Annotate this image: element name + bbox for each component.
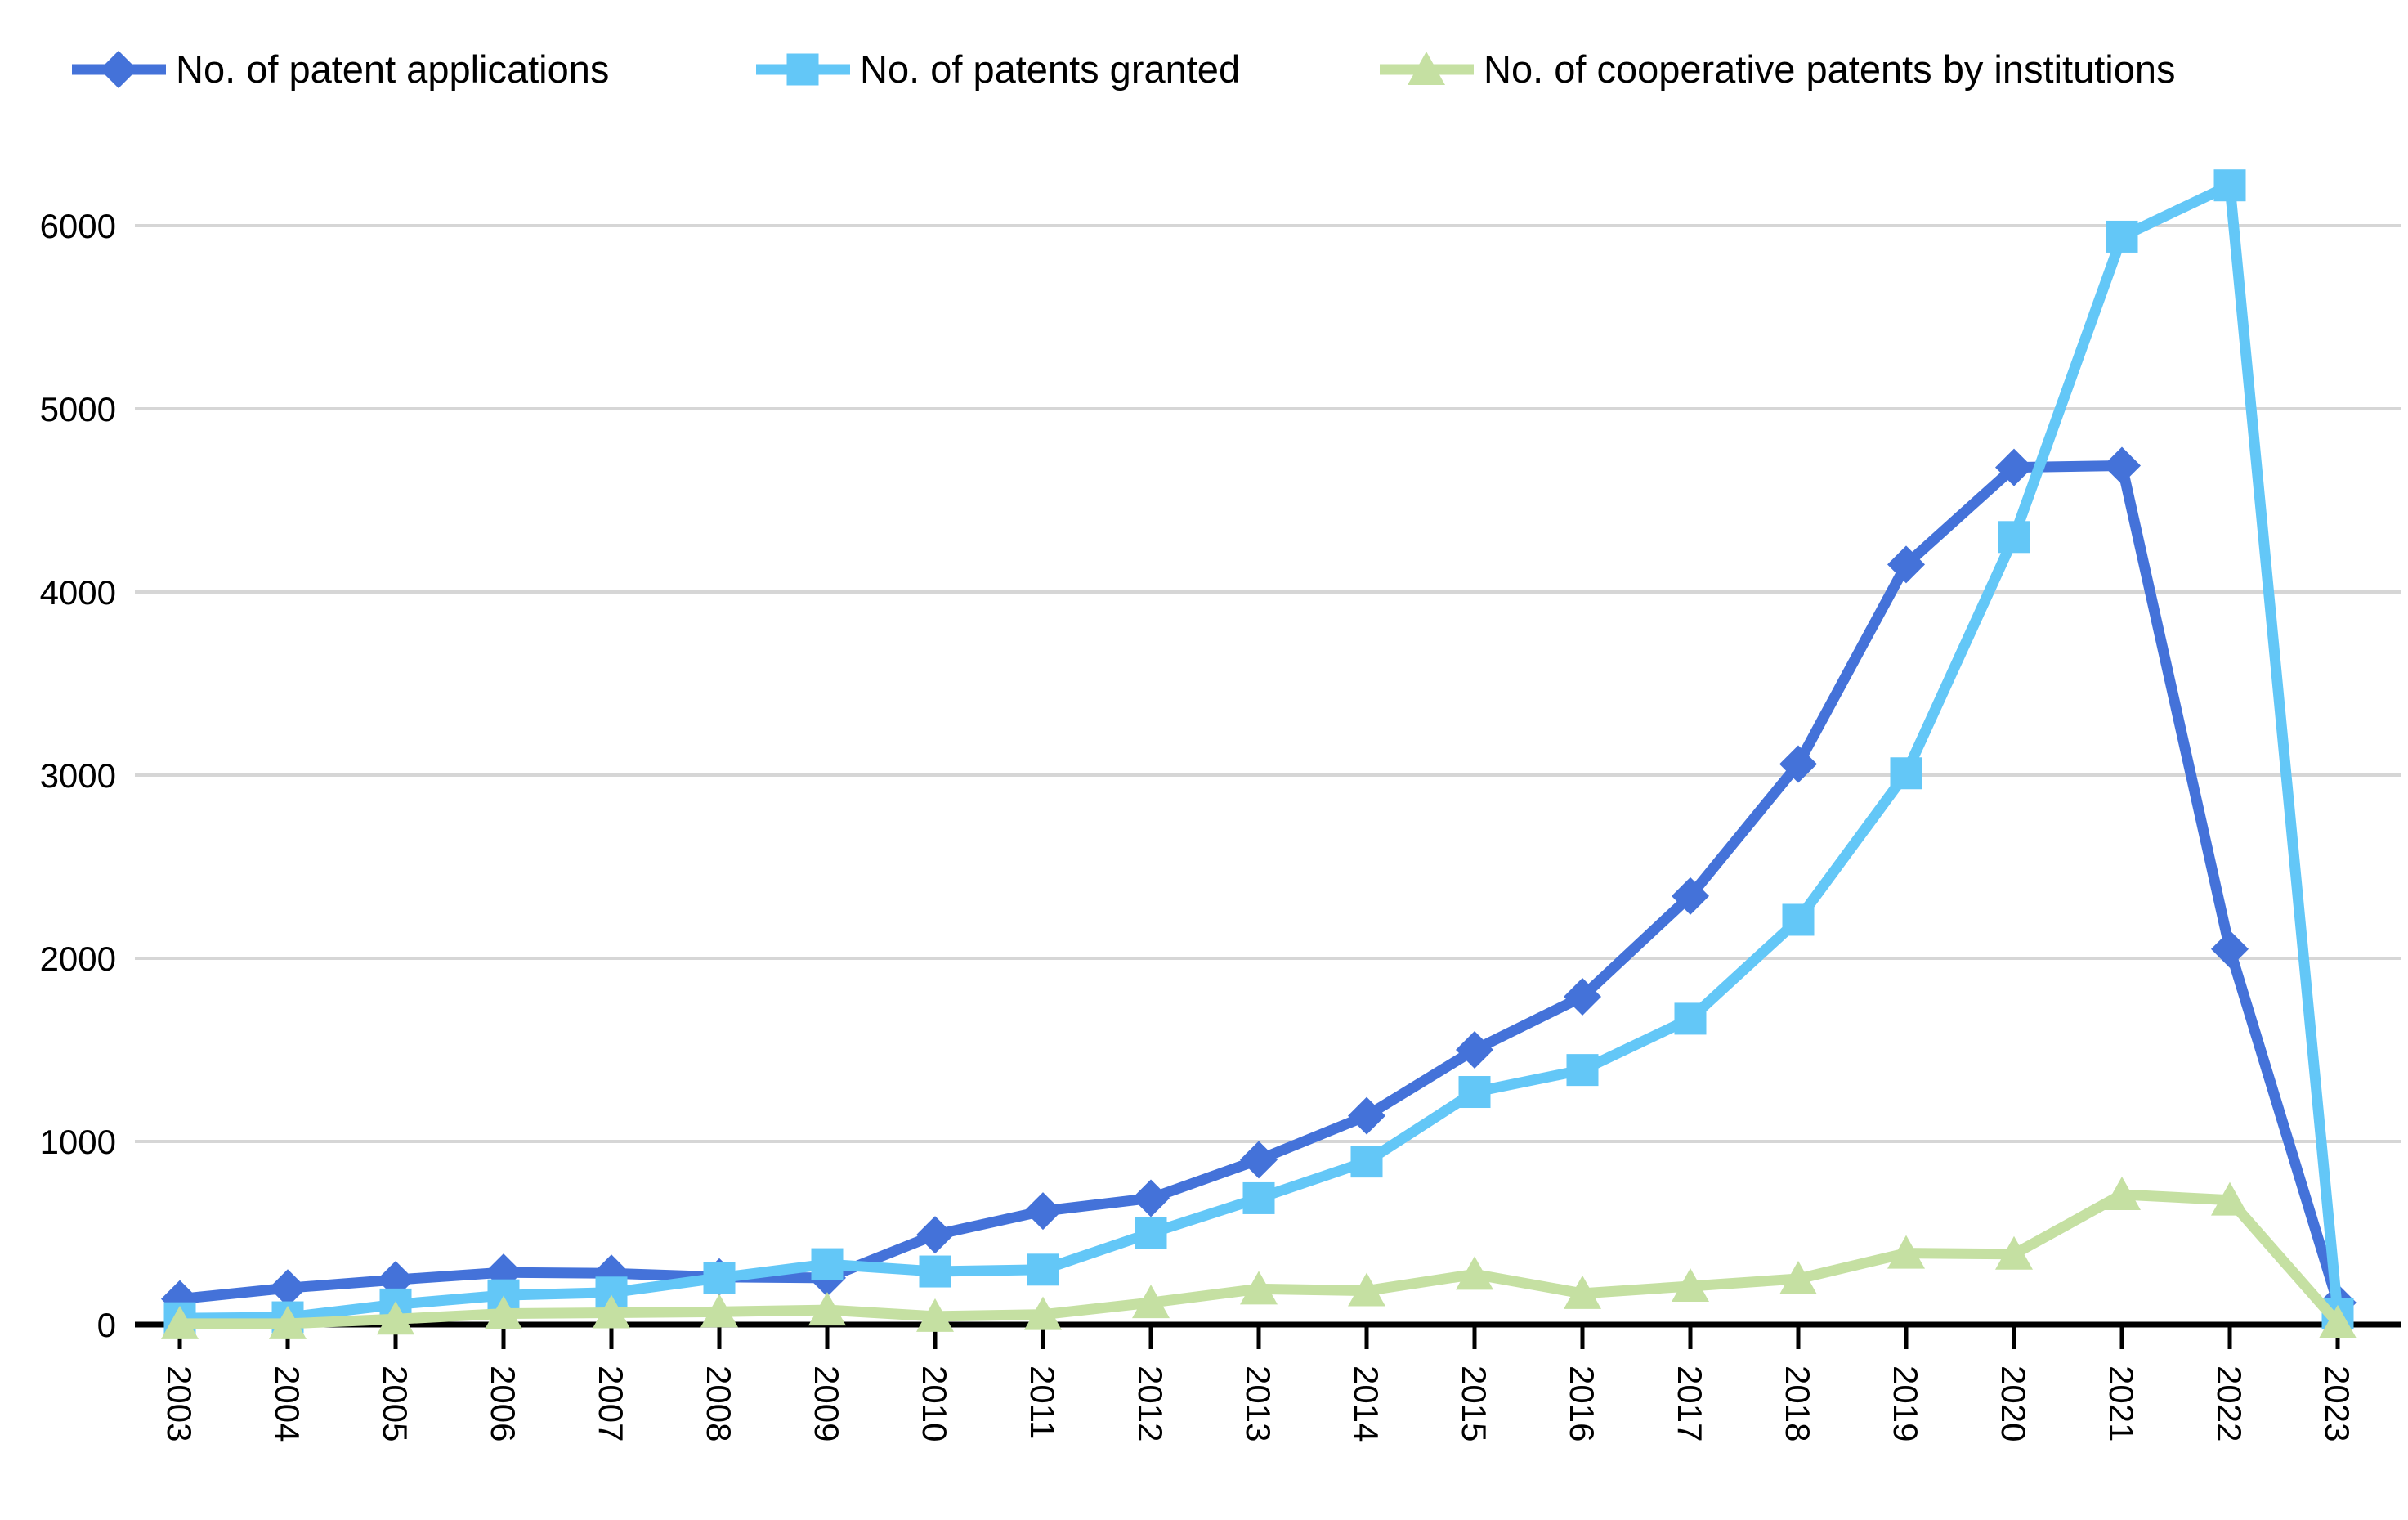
x-axis-label: 2004 bbox=[268, 1365, 307, 1442]
series-marker-patents-granted bbox=[703, 1262, 736, 1294]
x-axis-label: 2020 bbox=[1994, 1365, 2033, 1442]
series-marker-patents-granted bbox=[1242, 1181, 1275, 1214]
series-marker-cooperative-patents bbox=[593, 1294, 630, 1329]
series-marker-patent-applications bbox=[2211, 930, 2249, 968]
series-marker-patents-granted bbox=[1782, 903, 1815, 936]
series-marker-cooperative-patents bbox=[377, 1301, 414, 1335]
series-marker-cooperative-patents bbox=[700, 1294, 738, 1328]
series-patents-granted bbox=[163, 169, 2354, 1334]
series-marker-cooperative-patents bbox=[916, 1298, 954, 1332]
series-marker-cooperative-patents bbox=[1132, 1285, 1170, 1319]
series-marker-patent-applications bbox=[1240, 1141, 1278, 1179]
x-axis-label: 2005 bbox=[376, 1365, 414, 1442]
series-marker-patents-granted bbox=[1458, 1076, 1491, 1109]
series-marker-patent-applications bbox=[1132, 1179, 1170, 1217]
y-axis-label: 2000 bbox=[40, 939, 116, 978]
x-axis-label: 2019 bbox=[1887, 1365, 1925, 1442]
series-marker-patents-granted bbox=[1998, 521, 2030, 554]
series-marker-patents-granted bbox=[2213, 169, 2246, 202]
x-axis-label: 2011 bbox=[1023, 1365, 1062, 1439]
series-marker-patent-applications bbox=[1456, 1031, 1493, 1069]
y-axis-label: 4000 bbox=[40, 573, 116, 612]
series-marker-patent-applications bbox=[2103, 446, 2141, 485]
x-axis-label: 2021 bbox=[2102, 1365, 2141, 1442]
x-axis-label: 2016 bbox=[1563, 1365, 1601, 1442]
series-marker-cooperative-patents bbox=[808, 1292, 846, 1326]
x-axis-label: 2015 bbox=[1455, 1365, 1493, 1442]
series-marker-cooperative-patents bbox=[1240, 1271, 1278, 1305]
x-axis-label: 2017 bbox=[1671, 1365, 1709, 1442]
series-marker-patent-applications bbox=[1887, 545, 1925, 584]
x-axis-label: 2003 bbox=[160, 1365, 199, 1442]
series-marker-cooperative-patents bbox=[2211, 1181, 2249, 1216]
y-axis-label: 3000 bbox=[40, 756, 116, 795]
y-axis-label: 6000 bbox=[40, 207, 116, 245]
series-marker-cooperative-patents bbox=[2103, 1176, 2141, 1210]
y-axis-label: 0 bbox=[97, 1306, 116, 1344]
series-marker-patent-applications bbox=[269, 1269, 307, 1307]
x-axis-label: 2006 bbox=[484, 1365, 522, 1442]
series-marker-patent-applications bbox=[1564, 978, 1601, 1016]
series-marker-patents-granted bbox=[1674, 1002, 1707, 1035]
x-axis-label: 2014 bbox=[1347, 1365, 1385, 1442]
x-axis-label: 2018 bbox=[1779, 1365, 1817, 1442]
series-marker-cooperative-patents bbox=[1995, 1235, 2033, 1270]
series-marker-patent-applications bbox=[916, 1216, 954, 1254]
series-marker-cooperative-patents bbox=[1456, 1256, 1493, 1290]
series-marker-patent-applications bbox=[1995, 448, 2033, 486]
x-axis-label: 2013 bbox=[1239, 1365, 1278, 1442]
x-axis-label: 2008 bbox=[700, 1365, 738, 1442]
series-marker-cooperative-patents bbox=[1887, 1235, 1925, 1269]
x-axis-label: 2009 bbox=[808, 1365, 846, 1442]
y-axis-label: 5000 bbox=[40, 390, 116, 428]
legend-label-patent-applications: No. of patent applications bbox=[176, 47, 609, 91]
x-axis-label: 2012 bbox=[1131, 1365, 1170, 1442]
x-axis-label: 2007 bbox=[592, 1365, 630, 1442]
legend-diamond-icon bbox=[100, 51, 137, 88]
legend-label-cooperative-patents: No. of cooperative patents by institutio… bbox=[1484, 47, 2175, 91]
series-marker-patents-granted bbox=[1350, 1146, 1383, 1178]
series-marker-cooperative-patents bbox=[2319, 1304, 2357, 1338]
series-marker-patent-applications bbox=[1348, 1096, 1385, 1135]
x-axis-label: 2023 bbox=[2318, 1365, 2357, 1442]
series-marker-patents-granted bbox=[2106, 220, 2138, 253]
legend-triangle-icon bbox=[1408, 52, 1445, 85]
x-axis-label: 2010 bbox=[915, 1365, 954, 1442]
series-marker-patent-applications bbox=[1024, 1192, 1062, 1231]
series-marker-cooperative-patents bbox=[485, 1295, 522, 1329]
series-marker-patents-granted bbox=[1890, 757, 1922, 790]
series-marker-patent-applications bbox=[1779, 745, 1817, 783]
legend-square-icon bbox=[786, 53, 819, 86]
series-marker-patents-granted bbox=[811, 1248, 844, 1280]
y-axis-label: 1000 bbox=[40, 1123, 116, 1161]
series-marker-cooperative-patents bbox=[1779, 1261, 1817, 1294]
x-axis-label: 2022 bbox=[2210, 1365, 2249, 1442]
series-marker-cooperative-patents bbox=[1348, 1272, 1385, 1307]
series-marker-cooperative-patents bbox=[1024, 1296, 1062, 1330]
legend-item-cooperative-patents: No. of cooperative patents by institutio… bbox=[1380, 47, 2175, 91]
series-marker-patents-granted bbox=[1135, 1217, 1167, 1249]
legend-label-patents-granted: No. of patents granted bbox=[860, 47, 1240, 91]
legend-item-patent-applications: No. of patent applications bbox=[72, 47, 609, 91]
series-marker-cooperative-patents bbox=[1672, 1267, 1709, 1302]
series-marker-patent-applications bbox=[1672, 877, 1709, 915]
series-marker-cooperative-patents bbox=[269, 1305, 307, 1339]
series-marker-patents-granted bbox=[1027, 1253, 1059, 1286]
legend-item-patents-granted: No. of patents granted bbox=[756, 47, 1240, 91]
series-marker-cooperative-patents bbox=[161, 1305, 199, 1339]
series-marker-patents-granted bbox=[919, 1255, 951, 1288]
series-cooperative-patents bbox=[161, 1176, 2357, 1339]
series-marker-cooperative-patents bbox=[1564, 1275, 1601, 1309]
series-marker-patents-granted bbox=[1566, 1054, 1599, 1087]
